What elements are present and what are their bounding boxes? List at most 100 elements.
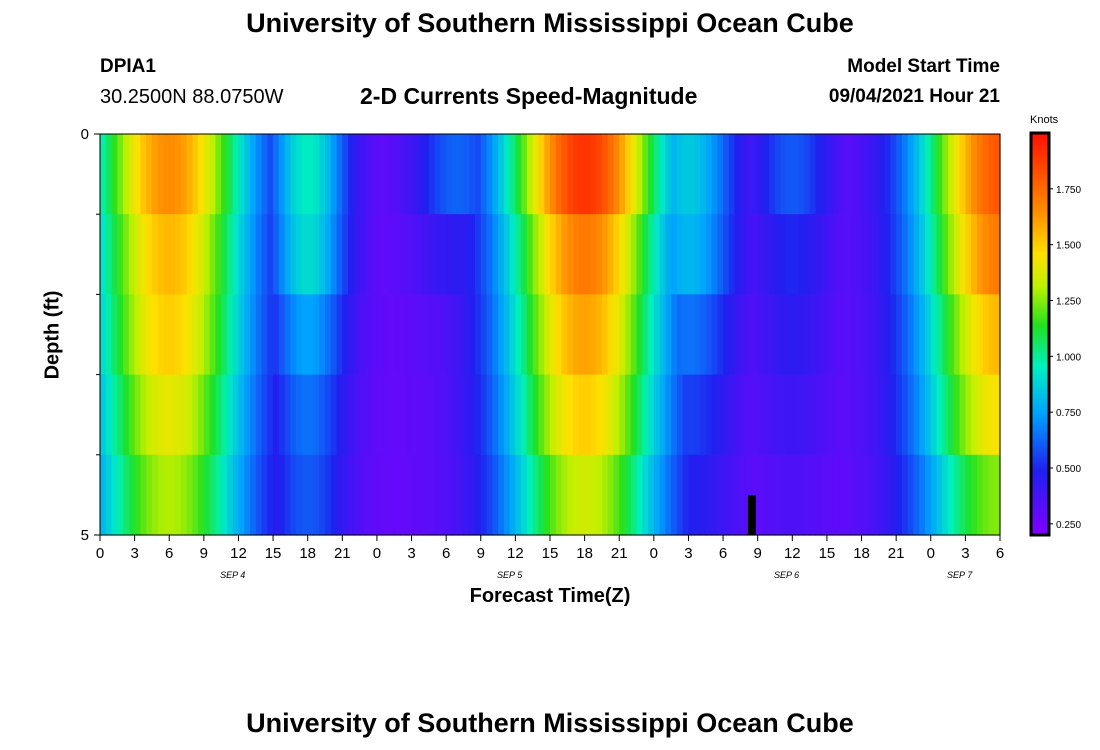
heatmap-cell bbox=[821, 454, 828, 536]
y-axis: 05 bbox=[81, 126, 101, 544]
heatmap-cell bbox=[388, 134, 395, 215]
heatmap-cell bbox=[117, 134, 124, 215]
heatmap-cell bbox=[832, 374, 840, 456]
heatmap-cell bbox=[694, 214, 701, 295]
heatmap-cell bbox=[705, 134, 713, 215]
heatmap-cell bbox=[405, 374, 413, 456]
heatmap-cell bbox=[186, 374, 193, 456]
heatmap-cell bbox=[959, 374, 966, 456]
heatmap-cell bbox=[567, 454, 574, 536]
heatmap-cell bbox=[815, 374, 822, 456]
heatmap-cell bbox=[440, 454, 447, 536]
heatmap-cell bbox=[434, 374, 441, 456]
heatmap-cell bbox=[111, 294, 118, 376]
heatmap-cell bbox=[832, 454, 840, 536]
heatmap-cell bbox=[757, 454, 765, 536]
heatmap-cell bbox=[596, 454, 603, 536]
heatmap-cell bbox=[123, 454, 130, 536]
heatmap-cell bbox=[296, 134, 303, 215]
heatmap-cell bbox=[278, 374, 286, 456]
heatmap-cell bbox=[953, 134, 961, 215]
heatmap-cell bbox=[169, 454, 176, 536]
heatmap-cell bbox=[976, 454, 984, 536]
heatmap-cell bbox=[878, 374, 886, 456]
heatmap-cell bbox=[463, 454, 470, 536]
heatmap-cell bbox=[215, 374, 222, 456]
heatmap-cell bbox=[151, 214, 159, 295]
heatmap-cell bbox=[763, 454, 770, 536]
heatmap-cell bbox=[578, 214, 586, 295]
heatmap-cell bbox=[746, 374, 753, 456]
heatmap-cell bbox=[838, 294, 845, 376]
heatmap-cell bbox=[567, 374, 574, 456]
x-tick-label: 6 bbox=[442, 545, 450, 562]
heatmap-cell bbox=[844, 214, 851, 295]
heatmap-cell bbox=[959, 134, 966, 215]
heatmap-cell bbox=[803, 214, 811, 295]
heatmap-cell bbox=[123, 214, 130, 295]
heatmap-cell bbox=[607, 214, 615, 295]
colorbar-tick-label: 0.250 bbox=[1056, 520, 1081, 531]
heatmap-cell bbox=[180, 374, 188, 456]
heatmap-cell bbox=[388, 454, 395, 536]
heatmap-cell bbox=[388, 214, 395, 295]
heatmap-cell bbox=[925, 214, 932, 295]
heatmap-cell bbox=[913, 454, 920, 536]
heatmap-cell bbox=[186, 454, 193, 536]
heatmap-cell bbox=[982, 214, 990, 295]
heatmap-cell bbox=[544, 134, 551, 215]
x-tick-label: 12 bbox=[784, 545, 801, 562]
heatmap-cell bbox=[855, 454, 863, 536]
heatmap-cell bbox=[873, 454, 880, 536]
heatmap-cell bbox=[198, 454, 205, 536]
heatmap-cell bbox=[717, 214, 724, 295]
heatmap-cell bbox=[873, 134, 880, 215]
heatmap-cell bbox=[619, 134, 626, 215]
heatmap-cell bbox=[278, 214, 286, 295]
heatmap-cell bbox=[353, 134, 361, 215]
heatmap-cell bbox=[261, 454, 268, 536]
heatmap-cell bbox=[775, 454, 782, 536]
heatmap-cell bbox=[786, 214, 793, 295]
heatmap-cell bbox=[238, 294, 245, 376]
colorbar-tick-label: 1.500 bbox=[1056, 241, 1081, 252]
heatmap-cell bbox=[382, 374, 390, 456]
heatmap-cell bbox=[221, 134, 228, 215]
heatmap-cell bbox=[417, 374, 424, 456]
heatmap-cell bbox=[873, 294, 880, 376]
heatmap-cell bbox=[157, 374, 165, 456]
heatmap-cell bbox=[215, 294, 222, 376]
heatmap-cell bbox=[930, 374, 938, 456]
heatmap-cell bbox=[971, 374, 978, 456]
heatmap-cell bbox=[521, 134, 528, 215]
heatmap-cell bbox=[601, 294, 609, 376]
heatmap-cell bbox=[336, 454, 343, 536]
heatmap-cell bbox=[913, 374, 920, 456]
heatmap-cell bbox=[117, 294, 124, 376]
heatmap-cell bbox=[261, 294, 268, 376]
heatmap-cell bbox=[325, 454, 332, 536]
heatmap-cell bbox=[907, 294, 915, 376]
heatmap-cell bbox=[613, 214, 620, 295]
heatmap-cell bbox=[855, 294, 863, 376]
heatmap-cell bbox=[226, 134, 234, 215]
x-tick-label: 6 bbox=[719, 545, 727, 562]
heatmap-cell bbox=[890, 294, 897, 376]
heatmap-cell bbox=[434, 214, 441, 295]
heatmap-cell bbox=[469, 294, 476, 376]
heatmap-cell bbox=[163, 294, 170, 376]
heatmap-cell bbox=[792, 214, 799, 295]
heatmap-cell bbox=[982, 374, 990, 456]
heatmap-cell bbox=[653, 374, 661, 456]
heatmap-cell bbox=[936, 454, 943, 536]
x-tick-label: 3 bbox=[684, 545, 692, 562]
heatmap-cell bbox=[896, 134, 903, 215]
heatmap-cell bbox=[561, 214, 568, 295]
heatmap-cell bbox=[867, 134, 874, 215]
x-tick-label: 9 bbox=[754, 545, 762, 562]
x-tick-label: 21 bbox=[611, 545, 628, 562]
heatmap-cell bbox=[844, 374, 851, 456]
heatmap-cell bbox=[751, 134, 759, 215]
heatmap-cell bbox=[884, 374, 891, 456]
colorbar-tick-label: 1.250 bbox=[1056, 297, 1081, 308]
